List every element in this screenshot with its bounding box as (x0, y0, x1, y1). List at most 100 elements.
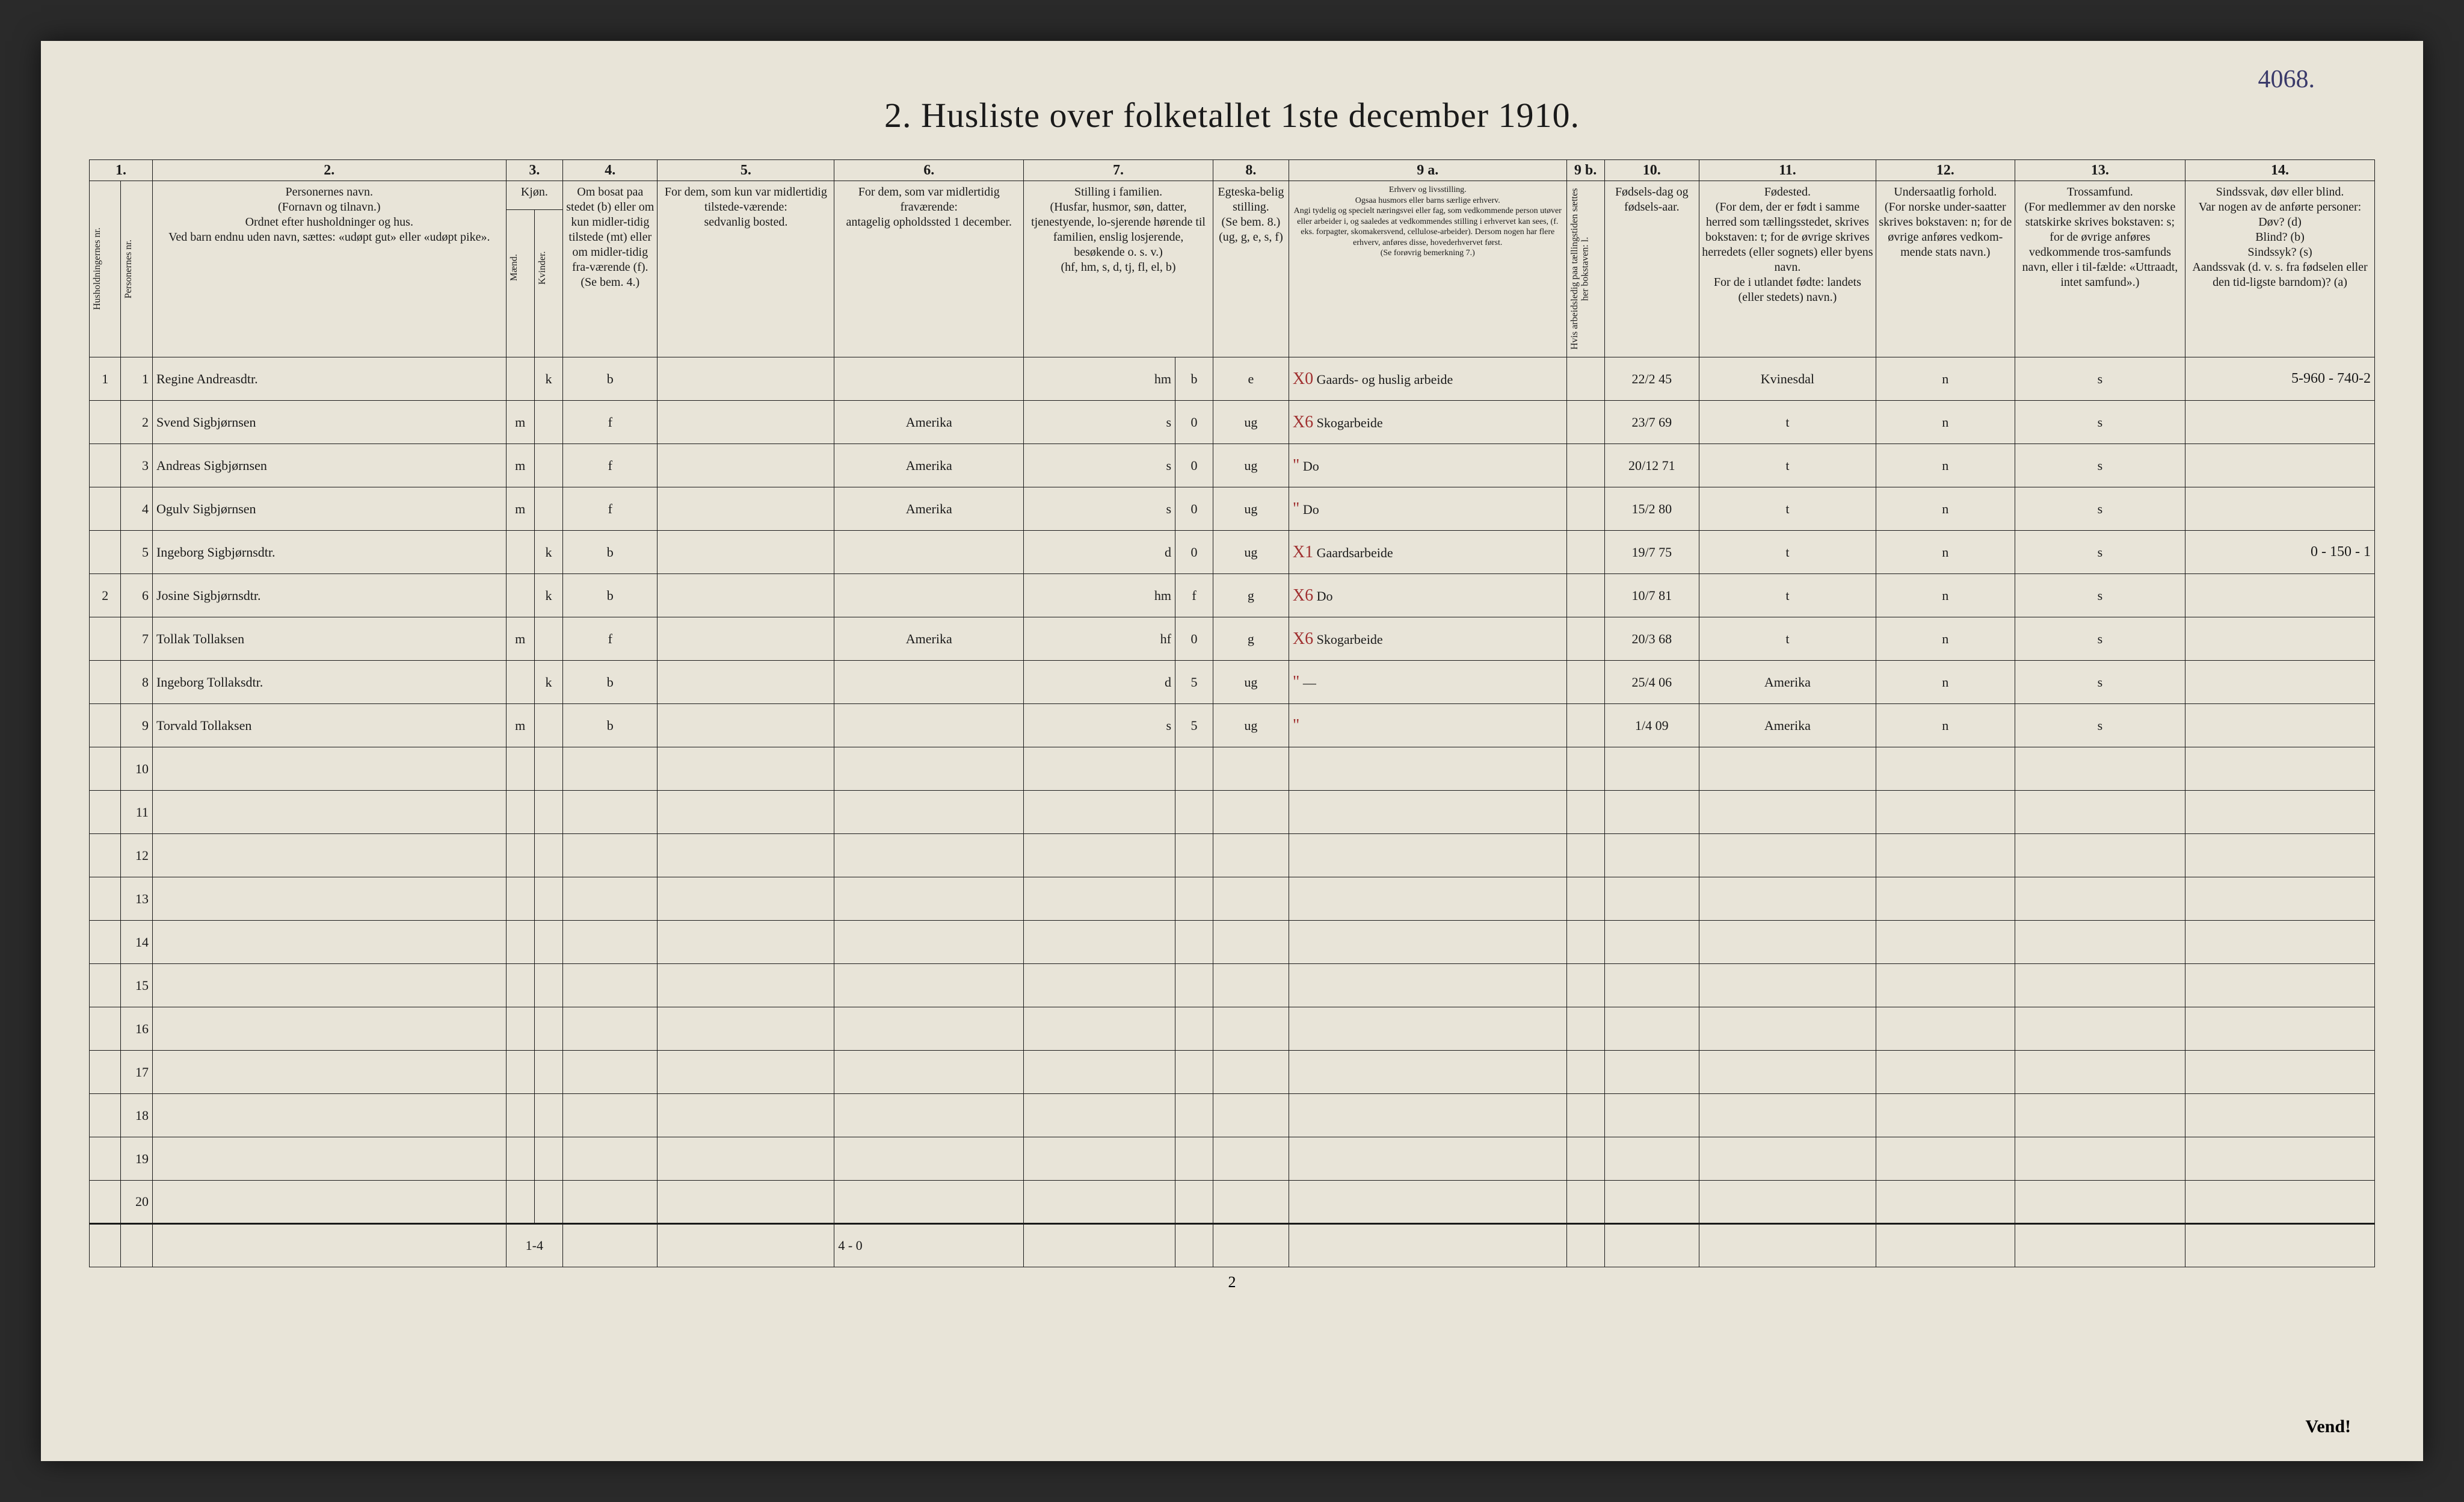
cell (534, 1051, 562, 1094)
header-family-pos: Stilling i familien. (Husfar, husmor, sø… (1024, 181, 1213, 357)
nationality: n (1876, 444, 2015, 487)
cell (1876, 834, 2015, 877)
header-residence: Om bosat paa stedet (b) eller om kun mid… (563, 181, 658, 357)
row-number: 17 (121, 1051, 152, 1094)
birthplace: t (1699, 487, 1876, 531)
table-row-empty: 12 (90, 834, 2375, 877)
cell (90, 877, 121, 921)
table-row-empty: 20 (90, 1181, 2375, 1224)
colnum-10: 10. (1604, 160, 1699, 181)
footer-tally-2: 4 - 0 (834, 1224, 1024, 1267)
row-number: 13 (121, 877, 152, 921)
cell (1604, 1137, 1699, 1181)
household-group (90, 661, 121, 704)
cell (534, 747, 562, 791)
birthdate: 19/7 75 (1604, 531, 1699, 574)
cell (834, 834, 1024, 877)
occupation: X6 Skogarbeide (1289, 401, 1566, 444)
cell (834, 791, 1024, 834)
cell (1699, 1181, 1876, 1224)
cell (1213, 964, 1289, 1007)
cell (1213, 921, 1289, 964)
cell (1289, 747, 1566, 791)
table-row-empty: 13 (90, 877, 2375, 921)
cell (563, 1094, 658, 1137)
table-row: 8Ingeborg Tollaksdtr.kbd5ug" —25/4 06Ame… (90, 661, 2375, 704)
cell (2015, 1051, 2185, 1094)
cell (563, 834, 658, 877)
cell (1213, 1007, 1289, 1051)
residence: b (563, 357, 658, 401)
cell (506, 1137, 534, 1181)
header-disability: Sindssvak, døv eller blind. Var nogen av… (2185, 181, 2375, 357)
sex-k (534, 617, 562, 661)
colnum-13: 13. (2015, 160, 2185, 181)
birthdate: 15/2 80 (1604, 487, 1699, 531)
footer-tally-1: 1-4 (506, 1224, 562, 1267)
marital: ug (1213, 704, 1289, 747)
family-code: 0 (1175, 444, 1213, 487)
cell (90, 791, 121, 834)
sex-k (534, 487, 562, 531)
colnum-5: 5. (658, 160, 834, 181)
cell (1175, 791, 1213, 834)
nationality: n (1876, 487, 2015, 531)
family-pos: hm (1024, 357, 1175, 401)
colnum-6: 6. (834, 160, 1024, 181)
cell (2185, 921, 2375, 964)
sex-k: k (534, 531, 562, 574)
cell (90, 747, 121, 791)
row-number: 16 (121, 1007, 152, 1051)
cell (1699, 921, 1876, 964)
sex-k (534, 704, 562, 747)
unemployed (1566, 574, 1604, 617)
cell (1213, 1224, 1289, 1267)
temp-present-loc (658, 574, 834, 617)
absent-loc: Amerika (834, 617, 1024, 661)
cell (658, 1094, 834, 1137)
cell (152, 921, 506, 964)
cell (1699, 877, 1876, 921)
cell (1213, 747, 1289, 791)
birthplace: Kvinesdal (1699, 357, 1876, 401)
household-group (90, 487, 121, 531)
row-number: 10 (121, 747, 152, 791)
row-number: 9 (121, 704, 152, 747)
cell (1566, 877, 1604, 921)
cell (1876, 1224, 2015, 1267)
cell (506, 1051, 534, 1094)
row-number: 5 (121, 531, 152, 574)
table-row-empty: 17 (90, 1051, 2375, 1094)
cell (658, 921, 834, 964)
cell (1699, 964, 1876, 1007)
marital: ug (1213, 444, 1289, 487)
cell (658, 1181, 834, 1224)
colnum-3: 3. (506, 160, 562, 181)
residence: f (563, 444, 658, 487)
absent-loc: Amerika (834, 444, 1024, 487)
nationality: n (1876, 661, 2015, 704)
cell (2015, 834, 2185, 877)
person-name: Ingeborg Tollaksdtr. (152, 661, 506, 704)
person-name: Ingeborg Sigbjørnsdtr. (152, 531, 506, 574)
religion: s (2015, 617, 2185, 661)
row-number: 18 (121, 1094, 152, 1137)
cell (2015, 1224, 2185, 1267)
sex-m: m (506, 704, 534, 747)
cell (563, 1224, 658, 1267)
cell (563, 1181, 658, 1224)
occupation: X6 Skogarbeide (1289, 617, 1566, 661)
person-name: Ogulv Sigbjørnsen (152, 487, 506, 531)
occupation: X0 Gaards- og huslig arbeide (1289, 357, 1566, 401)
colnum-1: 1. (90, 160, 153, 181)
cell (506, 1181, 534, 1224)
cell (1566, 834, 1604, 877)
unemployed (1566, 531, 1604, 574)
colnum-4: 4. (563, 160, 658, 181)
header-birthdate: Fødsels-dag og fødsels-aar. (1604, 181, 1699, 357)
temp-present-loc (658, 661, 834, 704)
cell (534, 1007, 562, 1051)
birthplace: Amerika (1699, 704, 1876, 747)
religion: s (2015, 704, 2185, 747)
cell (1213, 877, 1289, 921)
